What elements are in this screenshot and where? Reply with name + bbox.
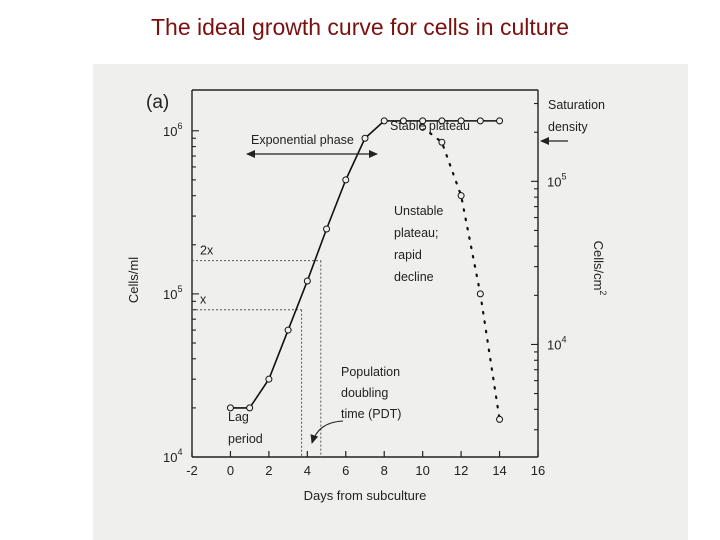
annotation-pdt-3: time (PDT) [341, 407, 401, 421]
x-axis-title: Days from subculture [304, 488, 427, 503]
x-tick-label: 6 [342, 463, 349, 478]
y-left-tick-label: 105 [163, 284, 182, 302]
y-axis-left-title: Cells/ml [126, 257, 141, 303]
annotation-unstable-2: plateau; [394, 226, 438, 240]
data-point [303, 277, 311, 285]
series-line-decline [421, 126, 501, 421]
x-tick-label: 12 [454, 463, 468, 478]
x-tick-label: 0 [227, 463, 234, 478]
data-point [438, 138, 446, 146]
data-point [342, 176, 350, 184]
annotation-pdt-2: doubling [341, 386, 388, 400]
data-point [361, 134, 369, 142]
annotation-unstable-3: rapid [394, 248, 422, 262]
data-point [246, 404, 254, 412]
annotation-unstable-1: Unstable [394, 204, 443, 218]
x-tick-label: 10 [415, 463, 429, 478]
data-point [323, 225, 331, 233]
data-point [476, 290, 484, 298]
y-left-tick-label: 104 [163, 447, 182, 465]
data-point [284, 326, 292, 334]
y-right-tick-label: 105 [547, 171, 566, 189]
y-axis-right-title-superscript: 2 [598, 290, 608, 295]
x-tick-label: 14 [492, 463, 506, 478]
data-point [265, 375, 273, 383]
annotation-unstable-4: decline [394, 270, 434, 284]
pdt-arrow [310, 420, 344, 444]
y-axis-right-title: Cells/cm2 [591, 241, 608, 296]
data-point [496, 415, 504, 423]
annotation-exponential-phase: Exponential phase [251, 133, 354, 147]
annotation-lag-1: Lag [228, 410, 249, 424]
reference-label-x: x [200, 293, 207, 307]
annotation-saturation-line2: density [548, 120, 588, 134]
panel-label: (a) [146, 92, 169, 113]
y-left-tick-label: 106 [163, 121, 182, 139]
annotation-pdt-1: Population [341, 365, 400, 379]
data-point [399, 117, 407, 125]
x-tick-label: 4 [304, 463, 311, 478]
annotation-saturation-line1: Saturation [548, 98, 605, 112]
x-tick-label: -2 [186, 463, 198, 478]
data-point [476, 117, 484, 125]
annotation-lag-2: period [228, 432, 263, 446]
data-point [226, 404, 234, 412]
data-point [438, 117, 446, 125]
data-point [457, 192, 465, 200]
reference-label-2x: 2x [200, 244, 214, 258]
x-tick-label: 16 [531, 463, 545, 478]
y-right-tick-label: 104 [547, 334, 566, 352]
slide-title: The ideal growth curve for cells in cult… [150, 14, 570, 40]
data-point [380, 117, 388, 125]
x-tick-label: 8 [381, 463, 388, 478]
data-point [496, 117, 504, 125]
data-point [457, 117, 465, 125]
x-tick-label: 2 [265, 463, 272, 478]
annotation-stable-plateau: Stable plateau [390, 119, 470, 133]
data-point [419, 123, 427, 131]
